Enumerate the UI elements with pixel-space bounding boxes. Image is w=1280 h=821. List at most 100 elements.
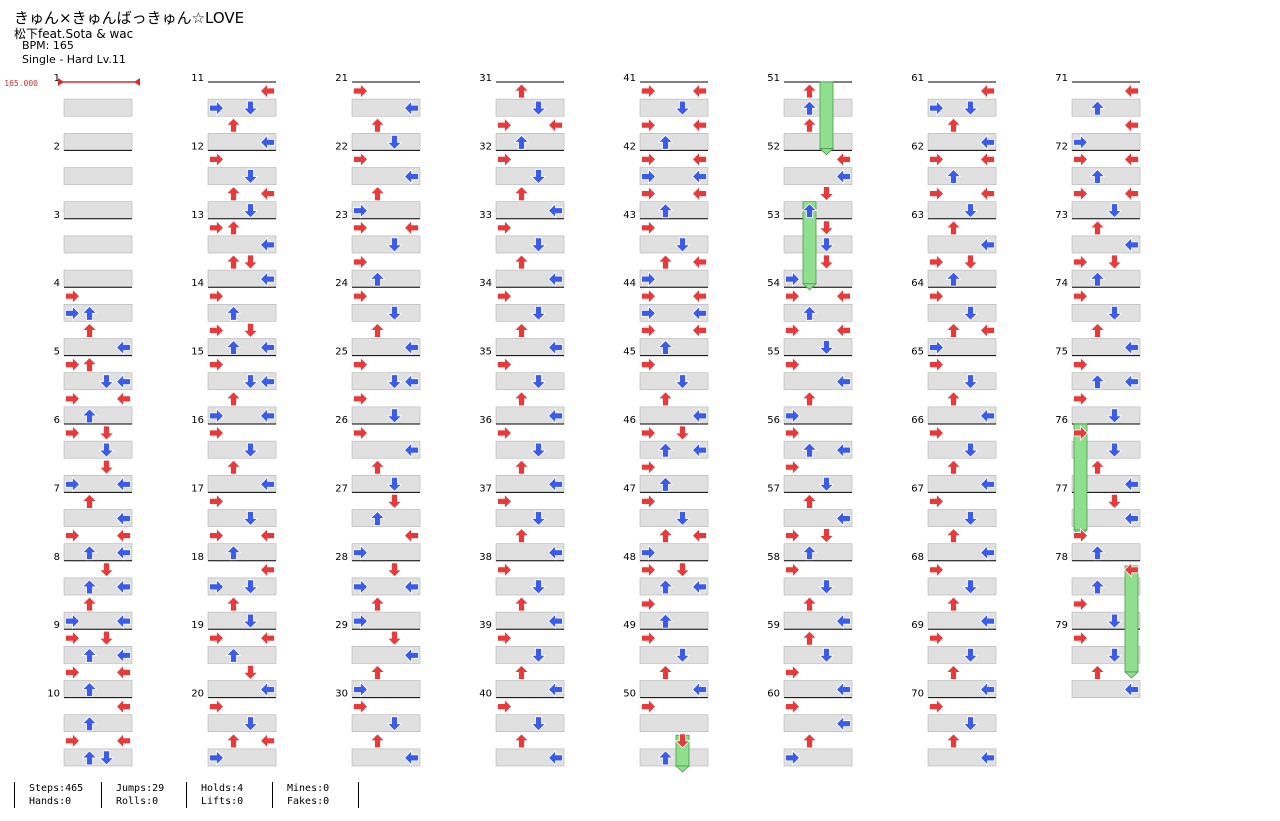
beat-band xyxy=(495,167,565,185)
up-arrow-icon xyxy=(98,442,115,458)
right-arrow-icon xyxy=(115,510,131,527)
left-arrow-icon xyxy=(209,356,225,373)
beat-band xyxy=(783,201,853,220)
stat-fakes: Fakes:0 xyxy=(287,796,330,807)
measure-number: 57 xyxy=(767,483,780,494)
left-arrow-icon xyxy=(1073,596,1089,612)
up-arrow-icon xyxy=(674,511,691,527)
right-arrow-icon xyxy=(1123,117,1139,134)
up-arrow-icon xyxy=(818,579,835,595)
measure-number: 12 xyxy=(191,141,204,152)
up-arrow-icon xyxy=(962,511,979,527)
right-arrow-icon xyxy=(1123,151,1139,168)
beat-band xyxy=(1071,440,1141,459)
bpm-marker-left xyxy=(58,78,64,86)
right-arrow-icon xyxy=(835,151,851,168)
measure-number: 62 xyxy=(911,141,924,152)
down-arrow-icon xyxy=(369,117,386,133)
down-arrow-icon xyxy=(657,339,674,355)
down-arrow-icon xyxy=(801,493,818,509)
down-arrow-icon xyxy=(657,664,674,680)
up-arrow-icon xyxy=(98,374,115,390)
beat-band xyxy=(927,440,997,459)
right-arrow-icon xyxy=(259,561,275,578)
left-arrow-icon xyxy=(785,561,801,578)
down-arrow-icon xyxy=(657,613,674,629)
down-arrow-icon xyxy=(81,545,98,561)
down-arrow-icon xyxy=(513,459,530,475)
left-arrow-icon xyxy=(929,339,945,356)
up-arrow-icon xyxy=(530,716,547,732)
left-arrow-icon xyxy=(65,356,81,373)
up-arrow-icon xyxy=(818,254,835,270)
down-arrow-icon xyxy=(81,305,98,321)
down-arrow-icon xyxy=(801,596,818,612)
right-arrow-icon xyxy=(979,544,995,561)
left-arrow-icon xyxy=(641,83,657,99)
beat-band xyxy=(783,304,853,322)
down-arrow-icon xyxy=(657,442,674,458)
left-arrow-icon xyxy=(641,561,657,578)
up-arrow-icon xyxy=(386,493,403,509)
left-arrow-icon xyxy=(497,493,513,510)
down-arrow-icon xyxy=(81,647,98,663)
up-arrow-icon xyxy=(98,750,115,766)
up-arrow-icon xyxy=(242,511,259,527)
up-arrow-icon xyxy=(242,442,259,458)
beat-band xyxy=(351,167,421,185)
up-arrow-icon xyxy=(818,528,835,544)
down-arrow-icon xyxy=(225,339,242,355)
beat-band xyxy=(207,235,277,254)
left-arrow-icon xyxy=(1073,151,1089,168)
stat-mines: Mines:0 xyxy=(287,783,330,794)
down-arrow-icon xyxy=(369,596,386,612)
right-arrow-icon xyxy=(691,407,707,424)
beat-band xyxy=(495,509,565,527)
down-arrow-icon xyxy=(81,357,98,373)
beat-band xyxy=(495,440,565,459)
measure-number: 64 xyxy=(911,278,924,289)
down-arrow-icon xyxy=(513,186,530,202)
right-arrow-icon xyxy=(835,168,851,185)
beat-band xyxy=(783,98,853,117)
down-arrow-icon xyxy=(801,391,818,407)
down-arrow-icon xyxy=(801,83,818,99)
left-arrow-icon xyxy=(929,356,945,373)
right-arrow-icon xyxy=(979,322,995,339)
stat-column: Jumps:29 Rolls:0 xyxy=(101,782,164,808)
up-arrow-icon xyxy=(530,169,547,185)
left-arrow-icon xyxy=(1073,288,1089,305)
right-arrow-icon xyxy=(115,613,131,630)
down-arrow-icon xyxy=(513,322,530,338)
left-arrow-icon xyxy=(785,356,801,373)
measure-number: 79 xyxy=(1055,620,1068,631)
measure-number: 14 xyxy=(191,278,204,289)
beat-band xyxy=(1071,680,1141,698)
down-arrow-icon xyxy=(369,733,386,749)
up-arrow-icon xyxy=(386,562,403,578)
beat-band xyxy=(495,133,565,151)
measure-number: 31 xyxy=(479,73,492,84)
left-arrow-icon xyxy=(785,749,801,766)
left-arrow-icon xyxy=(929,254,945,270)
beat-band xyxy=(1071,269,1141,288)
left-arrow-icon xyxy=(209,219,225,236)
beat-band xyxy=(1071,304,1141,322)
measure-number: 49 xyxy=(623,620,636,631)
right-arrow-icon xyxy=(547,339,563,356)
left-arrow-icon xyxy=(1073,356,1089,373)
measure-number: 15 xyxy=(191,347,204,358)
right-arrow-icon xyxy=(1123,681,1139,698)
measure-number: 26 xyxy=(335,415,348,426)
up-arrow-icon xyxy=(962,442,979,458)
up-arrow-icon xyxy=(530,442,547,458)
measure-number: 10 xyxy=(47,689,60,700)
beat-band xyxy=(207,509,277,527)
down-arrow-icon xyxy=(657,391,674,407)
down-arrow-icon xyxy=(657,528,674,543)
beat-band xyxy=(351,406,421,425)
down-arrow-icon xyxy=(225,596,242,612)
right-arrow-icon xyxy=(259,185,275,202)
up-arrow-icon xyxy=(530,100,547,116)
left-arrow-icon xyxy=(785,322,801,339)
